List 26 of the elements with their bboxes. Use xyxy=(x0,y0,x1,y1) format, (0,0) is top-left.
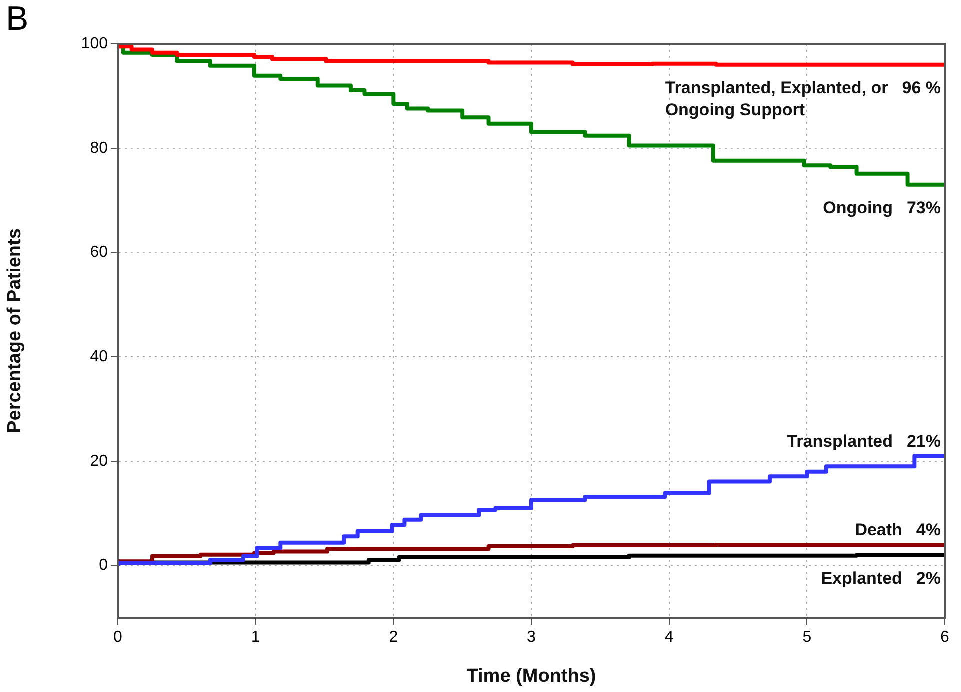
x-tick-label: 6 xyxy=(940,629,950,646)
y-tick-label: 60 xyxy=(90,244,108,262)
data-label: 21% xyxy=(906,432,941,451)
series-label: Transplanted, Explanted, or Ongoing Support xyxy=(665,78,889,120)
y-tick-label: 80 xyxy=(90,140,108,157)
series-label: Death xyxy=(855,520,902,540)
x-tick-label: 5 xyxy=(802,629,812,646)
y-tick-label: 100 xyxy=(81,35,108,52)
x-tick-label: 1 xyxy=(251,629,260,646)
y-tick-label: 40 xyxy=(90,348,108,366)
x-axis-title: Time (Months) xyxy=(466,666,596,687)
series-label: Transplanted xyxy=(787,432,893,451)
y-tick-label: 0 xyxy=(99,557,108,574)
data-label: 2% xyxy=(916,569,941,588)
x-tick-label: 2 xyxy=(389,629,398,646)
x-tick-label: 4 xyxy=(664,629,674,646)
y-axis-title: Percentage of Patients xyxy=(4,228,26,434)
data-label: 96 % xyxy=(902,78,941,98)
data-label: 73% xyxy=(906,198,941,218)
data-label: 4% xyxy=(916,520,941,540)
x-tick-label: 0 xyxy=(114,629,123,646)
series-label: Ongoing xyxy=(823,198,893,218)
x-tick-label: 3 xyxy=(527,629,536,646)
y-tick-label: 20 xyxy=(90,452,108,470)
series-label: Explanted xyxy=(821,569,902,588)
text: B xyxy=(6,0,29,39)
